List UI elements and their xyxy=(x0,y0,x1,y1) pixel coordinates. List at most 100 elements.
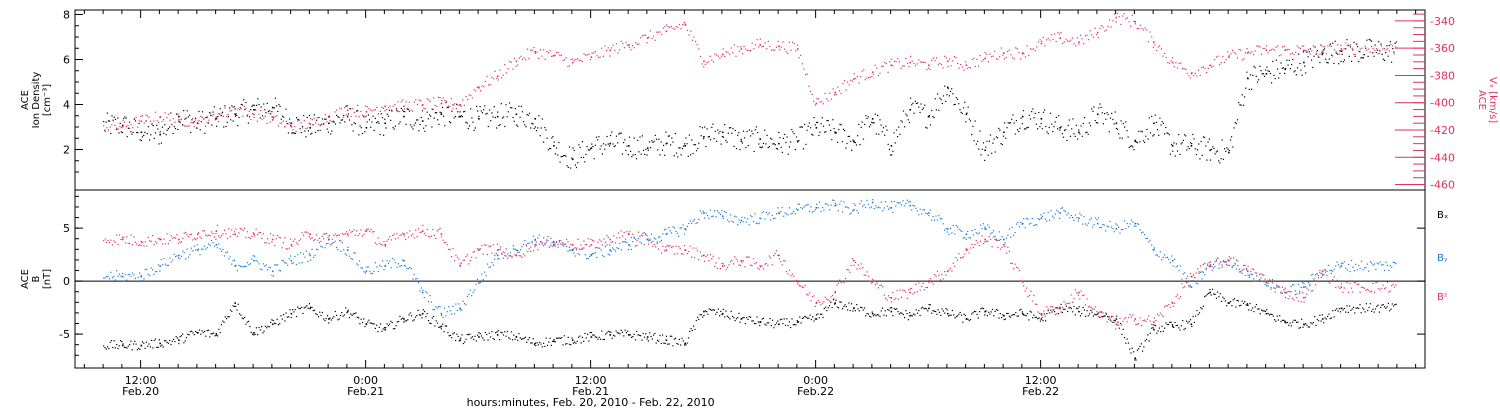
bx-dot xyxy=(276,318,278,320)
by-dot xyxy=(1381,264,1383,266)
bz-dot xyxy=(655,246,657,248)
by-dot xyxy=(988,226,990,228)
vx-dot xyxy=(167,113,169,115)
by-dot xyxy=(509,252,512,254)
vx-dot xyxy=(370,109,372,111)
bx-dot xyxy=(1214,293,1216,295)
bx-dot xyxy=(532,338,534,340)
bz-dot xyxy=(426,228,428,230)
bz-dot xyxy=(555,240,558,243)
by-dot xyxy=(1192,280,1194,282)
bx-dot xyxy=(153,339,155,342)
by-dot xyxy=(242,266,244,268)
by-dot xyxy=(768,212,770,214)
vx-dot xyxy=(449,105,451,107)
by-dot xyxy=(964,236,966,239)
density-dot xyxy=(174,128,177,130)
bz-dot xyxy=(550,244,552,246)
bx-dot xyxy=(1351,308,1353,310)
density-dot xyxy=(1291,63,1293,66)
bx-dot xyxy=(167,342,169,344)
bx-dot xyxy=(1011,314,1013,316)
vx-dot xyxy=(522,58,524,60)
bz-dot xyxy=(683,244,686,247)
bz-dot xyxy=(139,244,141,246)
by-dot xyxy=(794,213,796,215)
density-dot xyxy=(507,111,509,113)
bz-dot xyxy=(1015,266,1018,268)
vx-dot xyxy=(981,60,983,62)
vx-dot xyxy=(1298,47,1300,49)
bx-dot xyxy=(475,340,477,342)
bx-dot xyxy=(535,345,537,347)
density-dot xyxy=(483,109,485,111)
vx-dot xyxy=(462,99,464,101)
bz-dot xyxy=(196,237,198,239)
by-point xyxy=(215,244,218,246)
bx-dot xyxy=(724,316,726,318)
by-dot xyxy=(905,202,907,204)
bx-dot xyxy=(955,316,957,318)
bz-dot xyxy=(382,244,384,246)
density-dot xyxy=(299,128,301,130)
vx-dot xyxy=(442,97,444,99)
bz-dot xyxy=(282,242,284,244)
bx-dot xyxy=(523,337,525,339)
bx-dot xyxy=(298,308,300,310)
by-dot xyxy=(842,211,844,213)
vx-dot xyxy=(903,65,905,67)
by-dot xyxy=(843,201,845,203)
density-dot xyxy=(565,155,567,157)
by-dot xyxy=(228,258,230,260)
vx-point xyxy=(778,45,780,48)
vx-point xyxy=(740,48,743,50)
bz-dot xyxy=(471,256,473,258)
bx-dot xyxy=(738,312,740,314)
bx-dot xyxy=(1085,315,1087,317)
bx-points xyxy=(103,288,1397,361)
bz-dot xyxy=(494,254,496,257)
by-dot xyxy=(264,265,266,267)
vx-dot xyxy=(245,107,247,109)
bz-dot xyxy=(1093,308,1095,310)
by-dot xyxy=(978,232,980,234)
density-dot xyxy=(684,143,686,145)
density-dot xyxy=(1109,117,1112,119)
vx-point xyxy=(646,37,649,39)
bx-dot xyxy=(1377,304,1379,306)
density-dot xyxy=(1379,50,1381,52)
by-dot xyxy=(215,238,217,240)
bz-dot xyxy=(489,245,491,247)
density-dot xyxy=(256,104,258,106)
bx-dot xyxy=(1257,308,1259,310)
bz-dot xyxy=(360,229,362,231)
by-dot xyxy=(1280,292,1282,294)
vx-dot xyxy=(619,49,621,51)
density-dot xyxy=(1378,41,1380,43)
bz-dot xyxy=(485,244,487,246)
vx-dot xyxy=(518,57,520,59)
density-dot xyxy=(245,101,247,104)
density-dot xyxy=(751,130,753,132)
bz-point xyxy=(253,233,255,235)
by-dot xyxy=(144,269,146,271)
bx-dot xyxy=(201,330,203,332)
bx-dot xyxy=(414,316,417,318)
bx-dot xyxy=(1086,310,1088,312)
density-dot xyxy=(933,117,935,119)
bx-dot xyxy=(416,315,418,317)
bz-dot xyxy=(905,291,907,293)
vx-dot xyxy=(653,35,655,37)
density-dot xyxy=(1372,52,1374,54)
vx-dot xyxy=(1369,51,1371,53)
by-dot xyxy=(591,253,594,255)
bz-dot xyxy=(1191,276,1193,278)
by-dot xyxy=(1105,230,1107,232)
bz-dot xyxy=(343,234,345,236)
by-dot xyxy=(1385,261,1387,263)
by-dot xyxy=(154,271,157,273)
density-dot xyxy=(745,146,747,149)
density-dot xyxy=(144,131,146,133)
by-dot xyxy=(1145,237,1147,239)
by-point xyxy=(946,228,949,230)
